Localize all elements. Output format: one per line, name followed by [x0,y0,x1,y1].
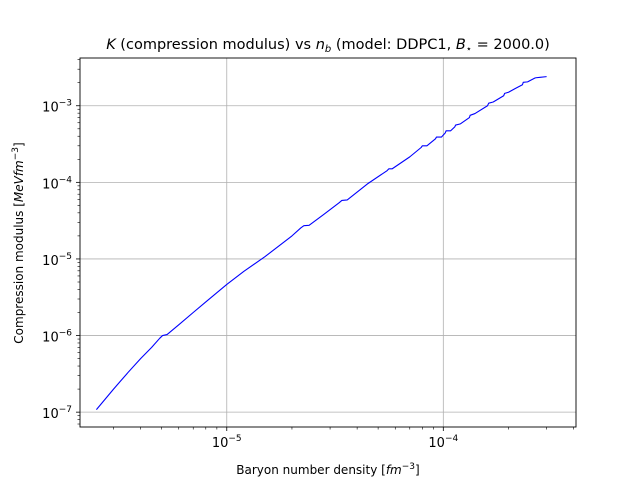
y-axis-label-close: ] [12,142,26,147]
title-part3: = 2000.0) [472,37,550,53]
x-tick-label-exp: −4 [445,434,459,444]
y-tick-label-exp: −6 [59,329,73,339]
title-part2: (model: DDPC1, [331,37,456,53]
title-n-symbol: n [316,37,325,53]
y-tick-label: 10−5 [42,252,72,269]
series-line-0 [95,76,547,410]
x-axis-label-close: ] [415,463,420,477]
title-part1: (compression modulus) vs [116,37,316,53]
y-tick-label: 10−7 [42,405,72,422]
x-axis-label-exp: −3 [402,462,415,472]
y-tick-label-base: 10 [42,331,59,346]
plot-frame [79,57,577,428]
y-tick-label-base: 10 [42,407,59,422]
title-b-sub: ⋆ [466,44,472,55]
y-tick-label-exp: −3 [59,99,72,109]
x-axis-label-text: Baryon number density [ [236,463,386,477]
x-axis-label-unit: fm [386,463,402,477]
title-n-sub: b [325,44,331,55]
y-tick-label: 10−4 [42,175,72,192]
x-tick-label-base: 10 [428,436,445,451]
y-tick-label-exp: −4 [59,175,73,185]
y-axis-label: Compression modulus [MeVfm−3] [11,142,26,343]
series-layer [95,76,547,410]
y-tick-label-base: 10 [42,177,59,192]
y-tick-label: 10−6 [42,329,72,346]
y-axis-label-unit: MeVfm [12,160,26,202]
title-b-symbol: B [456,37,466,53]
y-tick-label-base: 10 [42,101,59,116]
y-axis-label-exp: −3 [11,147,21,160]
y-axis-ticks: 10−710−610−510−410−3 [42,59,80,425]
x-tick-label: 10−5 [212,434,242,451]
y-tick-label-exp: −7 [59,405,72,415]
y-tick-label: 10−3 [42,99,72,116]
y-axis-label-text: Compression modulus [ [12,202,26,344]
x-axis-label: Baryon number density [fm−3] [236,462,419,477]
chart-title: K (compression modulus) vs nb (model: DD… [106,37,550,55]
x-tick-label: 10−4 [428,434,458,451]
x-tick-label-exp: −5 [228,434,241,444]
y-tick-label-base: 10 [42,254,59,269]
title-k-symbol: K [106,37,117,53]
x-axis-ticks: 10−5 10−4 [113,427,574,451]
y-tick-label-exp: −5 [59,252,72,262]
x-tick-label-base: 10 [212,436,229,451]
